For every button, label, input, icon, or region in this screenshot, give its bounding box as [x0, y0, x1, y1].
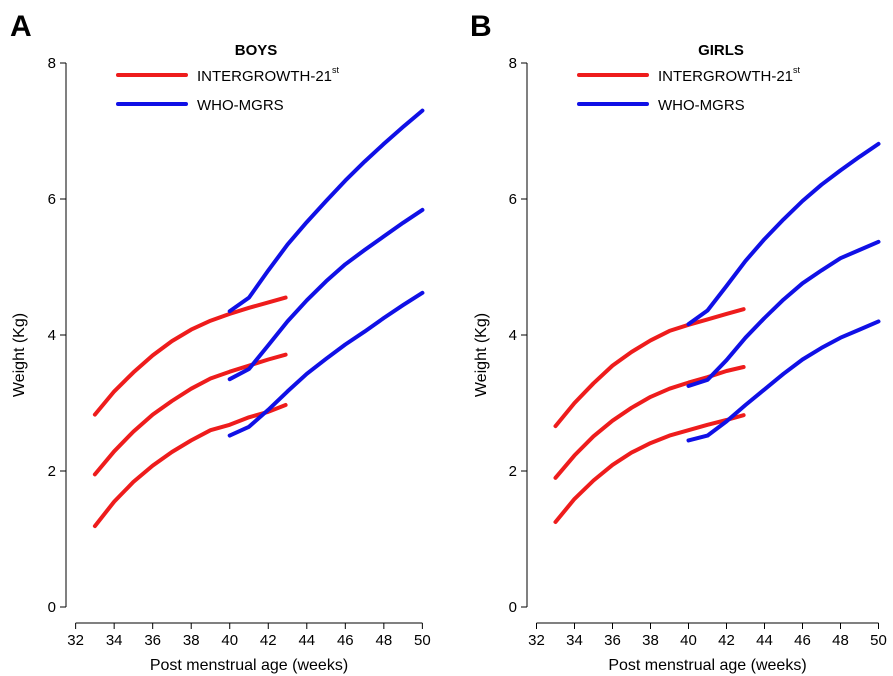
y-tick-label: 4 — [48, 327, 56, 344]
x-tick-label: 38 — [642, 632, 659, 649]
x-tick-label: 34 — [566, 632, 583, 649]
legend-label: WHO-MGRS — [197, 97, 284, 114]
x-tick-label: 38 — [183, 632, 200, 649]
legend: INTERGROWTH-21st WHO-MGRS — [116, 65, 340, 114]
intergrowth-curve-0 — [553, 307, 746, 429]
who-mgrs-curve-3 — [227, 108, 425, 314]
x-tick-label: 40 — [680, 632, 697, 649]
intergrowth-curve-0 — [92, 295, 288, 417]
y-tick-label: 8 — [48, 55, 56, 72]
chart-title: GIRLS — [698, 42, 744, 59]
legend-label-text: WHO-MGRS — [197, 97, 284, 114]
y-tick-label: 4 — [509, 327, 517, 344]
x-tick-label: 36 — [144, 632, 161, 649]
x-tick-label: 42 — [260, 632, 277, 649]
x-tick-label: 34 — [106, 632, 123, 649]
panel-letter: A — [10, 10, 32, 43]
x-tick-label: 36 — [604, 632, 621, 649]
x-tick-label: 46 — [337, 632, 354, 649]
who-mgrs-curve-4 — [686, 239, 881, 388]
x-axis-label: Post menstrual age (weeks) — [150, 657, 348, 674]
x-tick-label: 48 — [375, 632, 392, 649]
y-tick-label: 0 — [48, 599, 56, 616]
x-tick-label: 46 — [794, 632, 811, 649]
x-tick-label: 40 — [221, 632, 238, 649]
who-mgrs-curve-5 — [227, 290, 425, 438]
panel-letter: B — [470, 10, 492, 43]
x-tick-label: 32 — [528, 632, 545, 649]
legend-label: INTERGROWTH-21st — [658, 65, 801, 85]
y-tick-label: 6 — [509, 191, 517, 208]
who-mgrs-curve-3 — [686, 141, 881, 327]
y-tick-label: 8 — [509, 55, 517, 72]
legend-label: INTERGROWTH-21st — [197, 65, 340, 85]
x-tick-label: 48 — [832, 632, 849, 649]
y-tick-label: 6 — [48, 191, 56, 208]
legend-label-text: WHO-MGRS — [658, 97, 745, 114]
legend-label-text: INTERGROWTH-21 — [197, 68, 332, 85]
legend-label-superscript: st — [332, 65, 340, 75]
x-axis-label: Post menstrual age (weeks) — [608, 657, 806, 674]
legend-label-superscript: st — [793, 65, 801, 75]
legend: INTERGROWTH-21st WHO-MGRS — [577, 65, 801, 114]
y-tick-label: 2 — [509, 463, 517, 480]
y-axis-label: Weight (Kg) — [473, 313, 490, 397]
intergrowth-curve-2 — [553, 413, 746, 524]
legend-label: WHO-MGRS — [658, 97, 745, 114]
y-tick-label: 2 — [48, 463, 56, 480]
x-tick-label: 50 — [870, 632, 887, 649]
x-tick-label: 44 — [756, 632, 773, 649]
x-tick-label: 44 — [298, 632, 315, 649]
intergrowth-curve-2 — [92, 403, 288, 529]
legend-label-text: INTERGROWTH-21 — [658, 68, 793, 85]
chart-title: BOYS — [235, 42, 278, 59]
x-tick-label: 32 — [67, 632, 84, 649]
who-mgrs-curve-5 — [686, 319, 881, 443]
y-tick-label: 0 — [509, 599, 517, 616]
x-tick-label: 50 — [414, 632, 431, 649]
who-mgrs-curve-4 — [227, 207, 425, 382]
y-axis-label: Weight (Kg) — [11, 313, 28, 397]
x-tick-label: 42 — [718, 632, 735, 649]
